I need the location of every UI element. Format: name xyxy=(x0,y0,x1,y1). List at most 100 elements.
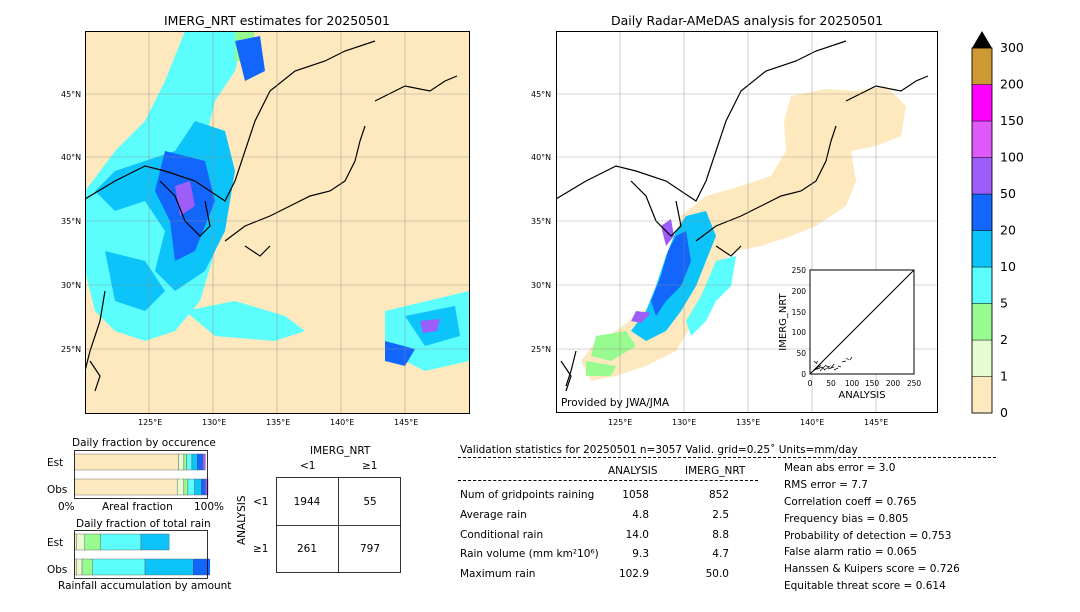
fraction-segment xyxy=(176,478,185,496)
colorbar-segment xyxy=(971,47,993,85)
colorbar-segment xyxy=(971,84,993,122)
fraction-segment xyxy=(84,533,102,551)
right-lat-label: 30°N xyxy=(531,281,552,290)
fraction-segment xyxy=(205,478,209,496)
contingency-grid xyxy=(276,477,401,573)
scatter-points xyxy=(811,356,853,373)
fraction-segment xyxy=(197,453,203,471)
fraction-segment xyxy=(74,478,178,496)
colorbar-label: 10 xyxy=(1000,259,1016,274)
rain-fraction-title: Daily fraction of total rain xyxy=(76,518,211,530)
score-ets: Equitable threat score = 0.614 xyxy=(784,580,946,592)
rain-row-obs: Obs xyxy=(47,564,68,576)
fraction-segment xyxy=(186,453,193,471)
colorbar-label: 200 xyxy=(1000,77,1024,92)
occurrence-bars xyxy=(74,450,209,499)
scatter-xtick: 150 xyxy=(865,379,880,388)
colorbar-label: 20 xyxy=(1000,223,1016,238)
colorbar-label: 50 xyxy=(1000,186,1016,201)
fraction-segment xyxy=(100,533,142,551)
colorbar-segment xyxy=(971,376,993,414)
contingency-cell: 55 xyxy=(363,496,377,508)
colorbar-label: 2 xyxy=(1000,332,1008,347)
left-lat-label: 35°N xyxy=(61,217,82,226)
validation-row-analysis: 1058 xyxy=(622,489,649,501)
score-hk: Hanssen & Kuipers score = 0.726 xyxy=(784,563,960,575)
right-map-rain xyxy=(581,86,906,381)
validation-row-imerg: 4.7 xyxy=(712,548,729,560)
left-lon-label: 130°E xyxy=(202,418,227,427)
scatter-ytick: 100 xyxy=(792,328,807,337)
contingency-col-title: IMERG_NRT xyxy=(310,445,371,457)
right-lon-label: 145°E xyxy=(864,418,889,427)
validation-row-analysis: 14.0 xyxy=(625,529,649,541)
fraction-segment xyxy=(74,453,179,471)
fraction-segment xyxy=(76,558,83,576)
scatter-xtick: 0 xyxy=(808,379,813,388)
left-lon-label: 145°E xyxy=(394,418,419,427)
occurrence-axis-mid: Areal fraction xyxy=(102,501,173,513)
colorbar-segment xyxy=(971,120,993,158)
scatter-xlabel: ANALYSIS xyxy=(838,390,885,401)
left-lat-label: 40°N xyxy=(61,153,82,162)
score-pod: Probability of detection = 0.753 xyxy=(784,530,952,542)
fraction-segment xyxy=(178,453,185,471)
scatter-ytick: 0 xyxy=(801,370,806,379)
right-lon-label: 140°E xyxy=(800,418,825,427)
occurrence-axis-left: 0% xyxy=(58,501,75,513)
left-lon-label: 140°E xyxy=(330,418,355,427)
fraction-segment xyxy=(194,478,202,496)
colorbar-segment xyxy=(971,230,993,268)
contingency-row-label: <1 xyxy=(253,496,269,508)
colorbar-segment xyxy=(971,339,993,377)
scatter-ylabel: IMERG_NRT xyxy=(778,292,789,350)
colorbar-label: 300 xyxy=(1000,40,1024,55)
score-mean-abs-error: Mean abs error = 3.0 xyxy=(784,462,896,474)
rain-row-est: Est xyxy=(47,537,64,549)
right-lon-label: 130°E xyxy=(672,418,697,427)
right-lat-label: 45°N xyxy=(531,90,552,99)
colorbar-label: 150 xyxy=(1000,113,1024,128)
occurrence-axis-right: 100% xyxy=(194,501,225,513)
right-lon-label: 125°E xyxy=(608,418,633,427)
contingency-cell: 797 xyxy=(359,543,381,555)
colorbar-segment xyxy=(971,157,993,195)
validation-row-analysis: 4.8 xyxy=(632,509,649,521)
colorbar-segment xyxy=(971,303,993,341)
colorbar-segment xyxy=(971,266,993,304)
colorbar-label: 100 xyxy=(1000,150,1024,165)
right-lat-label: 40°N xyxy=(531,153,552,162)
contingency-col-label: ≥1 xyxy=(362,460,378,472)
left-lat-label: 45°N xyxy=(61,90,82,99)
colorbar-label: 5 xyxy=(1000,296,1008,311)
fraction-segment xyxy=(201,478,206,496)
right-map-title: Daily Radar-AMeDAS analysis for 20250501 xyxy=(610,13,884,28)
fraction-segment xyxy=(193,558,210,576)
validation-row-label: Conditional rain xyxy=(460,529,544,541)
validation-row-label: Maximum rain xyxy=(460,568,536,580)
scatter-ytick: 200 xyxy=(792,287,807,296)
rain-fraction-bars xyxy=(74,530,210,579)
scatter-xtick: 250 xyxy=(907,379,922,388)
validation-subdivider xyxy=(458,480,758,481)
validation-header: Validation statistics for 20250501 n=305… xyxy=(460,444,858,456)
occurrence-title: Daily fraction by occurence xyxy=(72,437,216,449)
rain-fraction-footer: Rainfall accumulation by amount xyxy=(58,580,232,592)
fraction-segment xyxy=(187,478,195,496)
score-far: False alarm ratio = 0.065 xyxy=(784,546,917,558)
validation-row-imerg: 2.5 xyxy=(712,509,729,521)
validation-row-imerg: 8.8 xyxy=(712,529,729,541)
left-lon-label: 125°E xyxy=(138,418,163,427)
validation-row-label: Average rain xyxy=(460,509,527,521)
scatter-ytick: 50 xyxy=(796,349,806,358)
left-lon-label: 135°E xyxy=(266,418,291,427)
validation-row-imerg: 852 xyxy=(708,489,729,501)
score-rms-error: RMS error = 7.7 xyxy=(784,479,868,491)
colorbar-segment xyxy=(971,193,993,231)
colorbar-label: 0 xyxy=(1000,405,1008,420)
scatter-ytick: 250 xyxy=(792,266,807,275)
fraction-segment xyxy=(183,453,187,471)
radar-credit: Provided by JWA/JMA xyxy=(561,397,670,409)
right-lat-label: 35°N xyxy=(531,217,552,226)
scatter-xtick: 100 xyxy=(845,379,860,388)
